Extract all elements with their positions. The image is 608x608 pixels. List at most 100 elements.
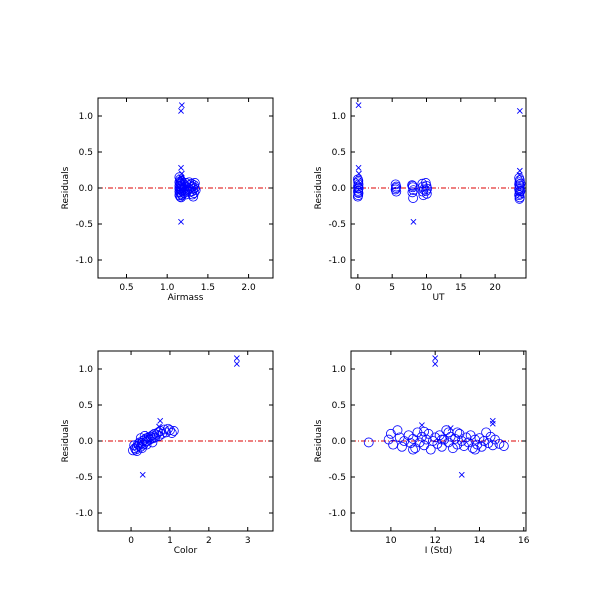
y-tick-label: 0.5 bbox=[332, 401, 346, 411]
data-point-circle bbox=[498, 441, 509, 451]
data-point-x bbox=[489, 420, 496, 427]
data-point-x bbox=[418, 422, 425, 429]
y-tick-label: 1.0 bbox=[79, 112, 94, 122]
x-tick-label: 20 bbox=[489, 283, 501, 293]
data-point-x bbox=[355, 164, 362, 171]
y-tick-label: 1.0 bbox=[332, 112, 347, 122]
data-point-x bbox=[178, 108, 184, 114]
data-point-x bbox=[178, 170, 185, 177]
data-point-circle bbox=[391, 186, 402, 197]
data-point-circle bbox=[408, 185, 419, 196]
data-point-circle bbox=[476, 441, 487, 452]
data-point-x bbox=[489, 417, 496, 424]
data-point-circle bbox=[151, 429, 162, 440]
y-tick-label: 0.5 bbox=[79, 148, 93, 158]
data-point-circle bbox=[179, 188, 190, 198]
x-tick-label: 3 bbox=[245, 536, 251, 546]
data-point-circle bbox=[166, 428, 177, 438]
data-point-x bbox=[233, 355, 240, 362]
x-tick-label: 12 bbox=[429, 536, 440, 546]
y-axis-label: Residuals bbox=[61, 419, 71, 462]
data-point-x bbox=[179, 181, 186, 188]
data-point-x bbox=[178, 164, 184, 171]
data-point-circle bbox=[443, 427, 454, 438]
x-tick-label: 5 bbox=[389, 283, 395, 293]
data-point-x bbox=[139, 471, 146, 478]
x-tick-label: 1.5 bbox=[201, 283, 215, 293]
data-point-circle bbox=[189, 183, 200, 193]
data-point-circle bbox=[407, 187, 418, 198]
y-tick-label: 0.0 bbox=[79, 437, 94, 447]
data-point-circle bbox=[189, 188, 199, 198]
x-axis-label: UT bbox=[432, 293, 445, 303]
y-tick-label: 0.5 bbox=[79, 401, 93, 411]
y-tick-label: -1.0 bbox=[75, 256, 93, 266]
x-tick-label: 14 bbox=[474, 536, 486, 546]
data-point-x bbox=[458, 471, 465, 478]
data-point-circle bbox=[189, 178, 200, 188]
data-point-x bbox=[145, 430, 152, 437]
data-point-circle bbox=[187, 181, 198, 192]
data-point-x bbox=[355, 186, 362, 193]
y-tick-label: -0.5 bbox=[75, 220, 93, 230]
data-point-circle bbox=[353, 175, 364, 186]
y-tick-label: 0.0 bbox=[332, 437, 347, 447]
data-point-circle bbox=[155, 426, 166, 436]
y-tick-label: -1.0 bbox=[328, 509, 346, 519]
y-tick-label: -1.0 bbox=[328, 256, 346, 266]
data-point-x bbox=[355, 102, 362, 109]
data-point-x bbox=[516, 192, 523, 199]
x-axis-label: Color bbox=[174, 546, 198, 556]
data-point-circle bbox=[131, 446, 142, 456]
x-tick-label: 15 bbox=[455, 283, 466, 293]
data-point-x bbox=[355, 170, 362, 177]
data-point-circle bbox=[363, 437, 374, 448]
data-point-x bbox=[432, 361, 439, 367]
data-point-circle bbox=[422, 183, 433, 194]
y-tick-label: 0.5 bbox=[332, 148, 346, 158]
data-point-x bbox=[432, 355, 439, 362]
data-point-circle bbox=[494, 438, 505, 449]
data-point-circle bbox=[472, 439, 483, 450]
data-point-circle bbox=[483, 438, 494, 449]
data-point-circle bbox=[470, 444, 480, 455]
data-point-x bbox=[178, 102, 185, 109]
data-point-x bbox=[178, 187, 184, 194]
data-point-x bbox=[355, 177, 362, 184]
data-point-x bbox=[447, 425, 454, 431]
data-point-circle bbox=[385, 428, 396, 439]
x-tick-label: 10 bbox=[385, 536, 397, 546]
data-point-circle bbox=[421, 188, 432, 199]
data-point-circle bbox=[135, 433, 146, 444]
y-tick-label: 0.0 bbox=[79, 184, 94, 194]
y-tick-label: 0.0 bbox=[332, 184, 347, 194]
panel-ut: 0 5 10 15 20 -1.0 -0.5 0.0 0.5 1.0 UT Residuals bbox=[314, 97, 527, 303]
data-point-circle bbox=[515, 178, 526, 189]
y-tick-label: -0.5 bbox=[328, 220, 346, 230]
x-axis-label: I (Std) bbox=[425, 546, 453, 556]
x-axis-label: Airmass bbox=[168, 293, 204, 303]
data-point-circle bbox=[391, 183, 401, 193]
y-tick-label: -0.5 bbox=[328, 473, 346, 483]
x-tick-label: 2 bbox=[206, 536, 212, 546]
x-tick-label: 2.0 bbox=[241, 283, 256, 293]
data-point-circle bbox=[397, 441, 407, 452]
y-axis-label: Residuals bbox=[314, 166, 324, 209]
data-point-circle bbox=[408, 193, 419, 203]
data-point-circle bbox=[353, 183, 364, 193]
data-point-x bbox=[516, 108, 523, 114]
data-point-x bbox=[178, 176, 185, 183]
data-point-x bbox=[178, 218, 184, 225]
y-axis-label: Residuals bbox=[61, 166, 71, 209]
data-point-circle bbox=[185, 180, 195, 191]
data-point-x bbox=[410, 218, 417, 225]
data-point-circle bbox=[168, 426, 179, 436]
data-point-circle bbox=[353, 187, 363, 198]
x-tick-label: 16 bbox=[518, 536, 530, 546]
y-axis-label: Residuals bbox=[314, 419, 324, 462]
panel-color: 0 1 2 3 -1.0 -0.5 0.0 0.5 1.0 Color Residuals bbox=[61, 350, 274, 556]
data-point-circle bbox=[188, 183, 199, 194]
data-point-circle bbox=[190, 185, 201, 196]
data-point-circle bbox=[423, 428, 434, 439]
